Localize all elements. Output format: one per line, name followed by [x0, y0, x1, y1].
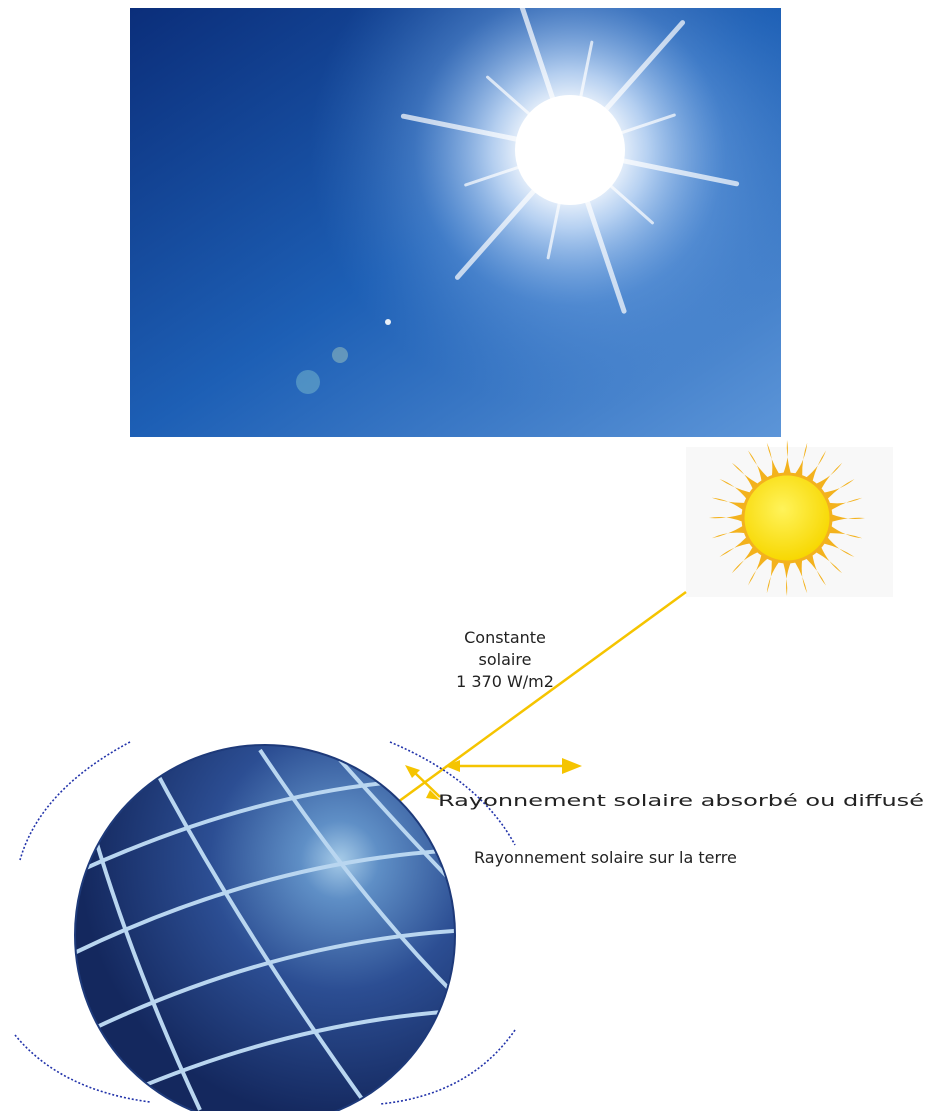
lens-flare — [385, 319, 391, 325]
earth — [60, 745, 470, 1111]
solar-constant-line: solaire — [479, 650, 532, 669]
sky-photo — [130, 0, 781, 437]
reflect-arrowhead — [562, 758, 582, 774]
scatter-arrow — [414, 772, 440, 797]
lens-flare — [296, 370, 320, 394]
page: Constante solaire 1 370 W/m2 Rayonnement… — [0, 0, 927, 1111]
sun-core — [743, 474, 831, 562]
lens-flare — [332, 347, 348, 363]
solar-constant-line: Constante — [464, 628, 546, 647]
sun-icon — [686, 440, 893, 597]
solar-constant-value: 1 370 W/m2 — [456, 672, 554, 691]
scene: Constante solaire 1 370 W/m2 Rayonnement… — [0, 0, 927, 1111]
radiation-line — [380, 592, 686, 815]
absorbed-label: Rayonnement solaire absorbé ou diffusé — [438, 791, 924, 810]
earth-label: Rayonnement solaire sur la terre — [474, 848, 737, 867]
sun-glow — [130, 8, 781, 437]
sun-disc — [515, 95, 625, 205]
